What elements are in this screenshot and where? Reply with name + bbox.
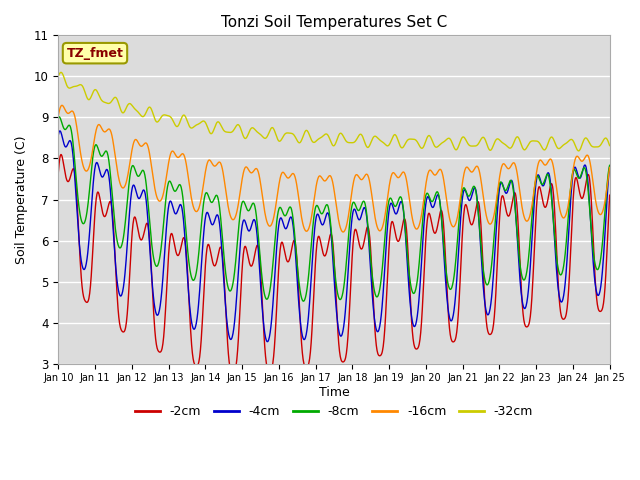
-8cm — [239, 198, 247, 204]
-2cm — [229, 371, 237, 376]
-32cm — [606, 143, 614, 148]
-2cm — [164, 264, 172, 269]
Text: TZ_fmet: TZ_fmet — [67, 47, 124, 60]
-4cm — [541, 180, 548, 185]
-4cm — [264, 339, 271, 345]
-2cm — [54, 170, 62, 176]
-8cm — [54, 115, 62, 120]
Line: -2cm: -2cm — [58, 155, 610, 373]
-2cm — [239, 251, 247, 257]
-4cm — [56, 128, 63, 134]
-8cm — [55, 114, 63, 120]
-16cm — [339, 229, 347, 235]
-16cm — [420, 193, 428, 199]
-16cm — [164, 164, 172, 170]
-16cm — [606, 165, 614, 170]
-32cm — [239, 132, 247, 138]
-4cm — [164, 209, 172, 215]
-4cm — [492, 227, 500, 232]
Line: -32cm: -32cm — [58, 72, 610, 151]
-8cm — [177, 185, 185, 191]
Y-axis label: Soil Temperature (C): Soil Temperature (C) — [15, 135, 28, 264]
-8cm — [541, 177, 548, 182]
-16cm — [54, 113, 62, 119]
-8cm — [164, 182, 172, 188]
-32cm — [541, 147, 548, 153]
-4cm — [177, 203, 185, 208]
-16cm — [177, 152, 185, 157]
-2cm — [57, 152, 65, 157]
-32cm — [164, 113, 172, 119]
-16cm — [239, 172, 247, 178]
Title: Tonzi Soil Temperatures Set C: Tonzi Soil Temperatures Set C — [221, 15, 447, 30]
-4cm — [239, 219, 247, 225]
-2cm — [177, 243, 185, 249]
-8cm — [300, 298, 307, 304]
-4cm — [606, 164, 614, 169]
-32cm — [57, 70, 65, 75]
-2cm — [420, 268, 428, 274]
-32cm — [177, 116, 185, 121]
-4cm — [54, 132, 62, 138]
-8cm — [492, 207, 500, 213]
-32cm — [492, 137, 500, 143]
Line: -4cm: -4cm — [58, 131, 610, 342]
-2cm — [492, 283, 500, 289]
Legend: -2cm, -4cm, -8cm, -16cm, -32cm: -2cm, -4cm, -8cm, -16cm, -32cm — [130, 400, 538, 423]
-4cm — [420, 218, 428, 224]
-8cm — [606, 162, 614, 168]
X-axis label: Time: Time — [319, 386, 349, 399]
-32cm — [575, 148, 582, 154]
-32cm — [420, 144, 428, 149]
-16cm — [492, 199, 500, 204]
-32cm — [54, 73, 62, 79]
-2cm — [606, 192, 614, 198]
-16cm — [541, 162, 548, 168]
-2cm — [541, 204, 548, 210]
-16cm — [58, 102, 66, 108]
Line: -8cm: -8cm — [58, 117, 610, 301]
Line: -16cm: -16cm — [58, 105, 610, 232]
-8cm — [420, 202, 428, 208]
